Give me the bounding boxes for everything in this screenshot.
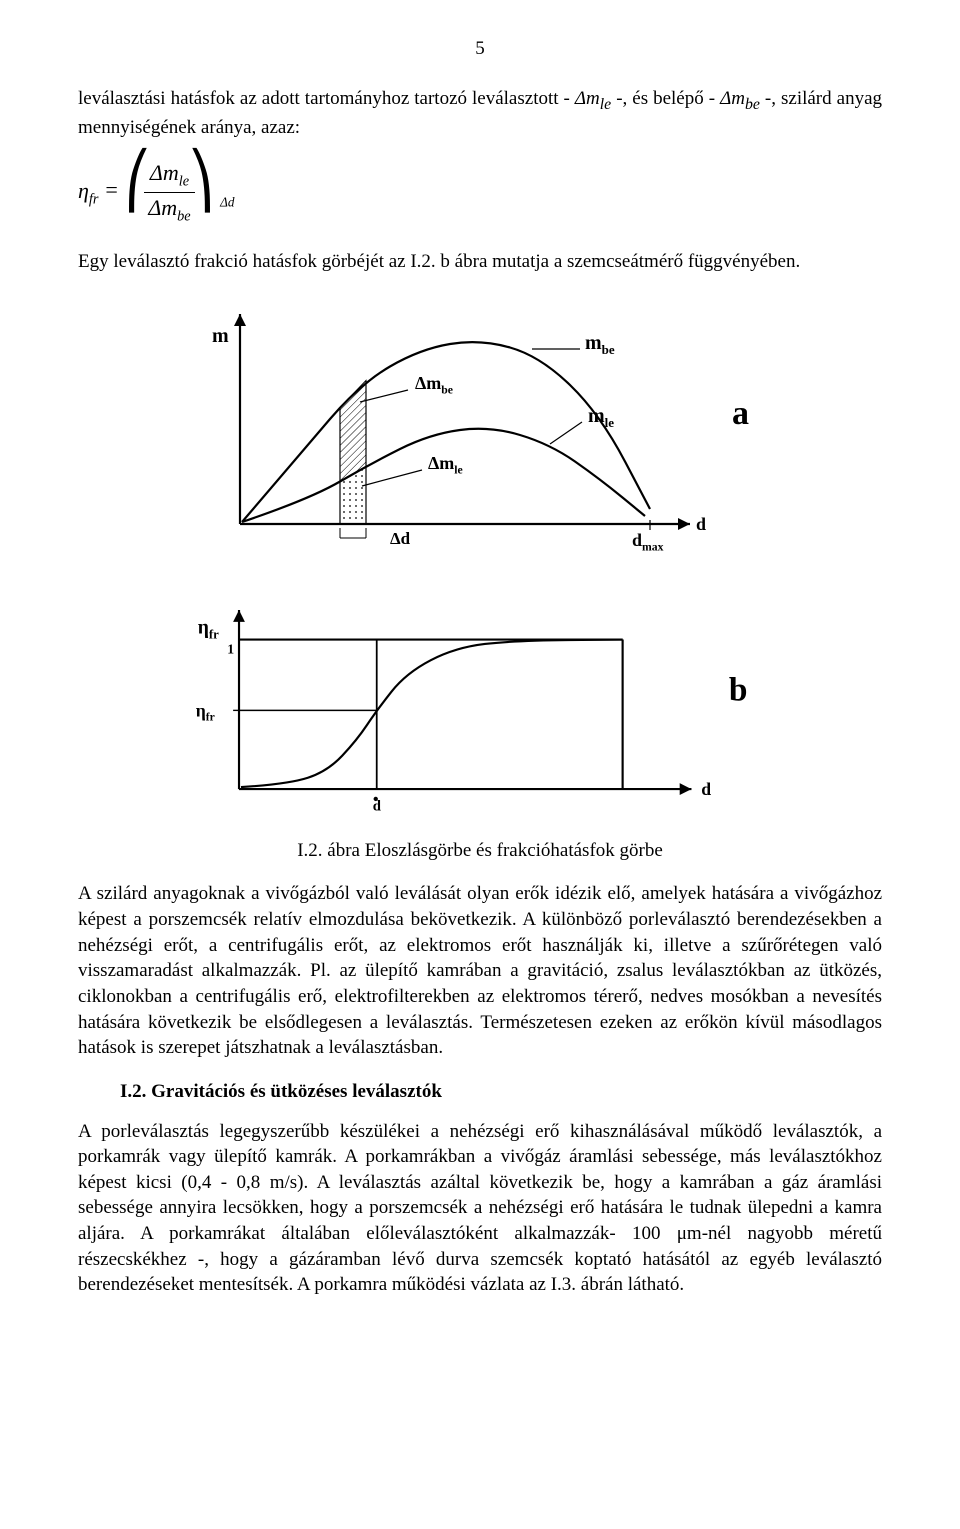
equation-eta-fr: ηfr = ⎛ Δmle Δmbe ⎞ Δd [78, 158, 882, 226]
figure-a: m d mbe Δmbe mle Δmle Δd dmax a [180, 294, 780, 572]
equation-eq-sign: = [104, 178, 124, 203]
figure-a-svg: m d mbe Δmbe mle Δmle Δd dmax a [180, 294, 780, 564]
equation-fraction: ⎛ Δmle Δmbe ⎞ [130, 158, 208, 226]
body-paragraph-1: A szilárd anyagoknak a vivőgázból való l… [78, 881, 882, 1060]
equation-lhs: ηfr [78, 178, 104, 203]
svg-text:Δmbe: Δmbe [415, 373, 453, 397]
svg-text:b: b [729, 672, 748, 709]
svg-text:d: d [701, 779, 711, 799]
svg-text:d: d [696, 514, 706, 534]
body-paragraph-2: A porleválasztás legegyszerűbb készüléke… [78, 1119, 882, 1298]
svg-text:m: m [212, 325, 229, 347]
svg-text:ηfr: ηfr [198, 617, 219, 642]
svg-text:Δd: Δd [390, 529, 411, 548]
figure-b: ηfr 1 ηfr d d b [180, 592, 780, 822]
svg-text:a: a [732, 395, 749, 432]
svg-text:d: d [373, 799, 382, 814]
paren-left-icon: ⎛ [124, 154, 151, 208]
figure-b-svg: ηfr 1 ηfr d d b [180, 592, 780, 814]
figure-caption: I.2. ábra Eloszlásgörbe és frakcióhatásf… [78, 838, 882, 864]
equation-tail-sub: Δd [220, 195, 234, 210]
svg-text:mle: mle [588, 405, 614, 430]
svg-text:Δmle: Δmle [428, 453, 463, 477]
paren-right-icon: ⎞ [188, 154, 215, 208]
after-equation-paragraph: Egy leválasztó frakció hatásfok görbéjét… [78, 249, 882, 275]
intro-paragraph: leválasztási hatásfok az adott tartomány… [78, 86, 882, 141]
section-heading: I.2. Gravitációs és ütközéses leválasztó… [120, 1079, 882, 1105]
svg-text:1: 1 [227, 641, 234, 656]
svg-text:mbe: mbe [585, 332, 615, 357]
page: 5 leválasztási hatásfok az adott tartomá… [0, 0, 960, 1372]
svg-text:dmax: dmax [632, 530, 664, 554]
svg-text:ηfr: ηfr [196, 700, 215, 723]
page-number: 5 [78, 36, 882, 62]
